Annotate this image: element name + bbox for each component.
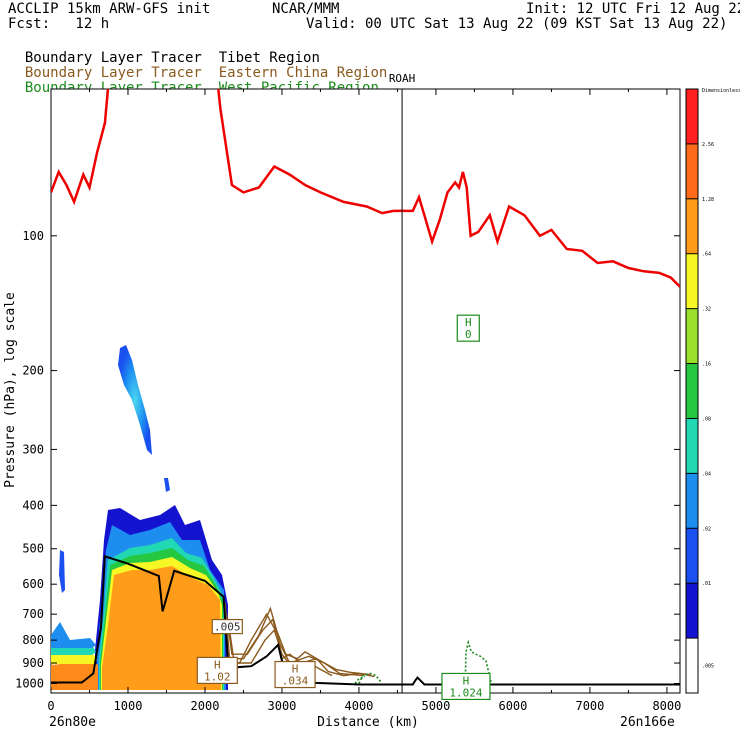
tibet-tracer-orange bbox=[102, 566, 221, 690]
colorbar-tick-label: .32 bbox=[702, 307, 711, 313]
legend-eastern-china-region: Eastern China Region bbox=[218, 65, 388, 81]
terrain-line bbox=[51, 555, 680, 686]
colorbar-tick-label: .04 bbox=[702, 471, 711, 477]
init-time: Init: 12 UTC Fri 12 Aug 22 bbox=[526, 1, 740, 17]
producer-label: NCAR/MMM bbox=[272, 1, 340, 17]
x-endpoint-left: 26n80e bbox=[49, 715, 96, 730]
legend-eastern-china-prefix: Boundary Layer Tracer bbox=[24, 65, 202, 81]
x-tick-label: 2000 bbox=[191, 699, 220, 713]
h-label-value: 0 bbox=[465, 328, 472, 341]
valid-time: Valid: 00 UTC Sat 13 Aug 22 (09 KST Sat … bbox=[306, 16, 728, 32]
y-tick-label: 500 bbox=[22, 542, 44, 556]
h-label: H0 bbox=[456, 314, 480, 342]
colorbar-tick-label: .02 bbox=[702, 526, 711, 532]
colorbar-swatch bbox=[686, 308, 698, 364]
eastern-china-contour bbox=[225, 614, 363, 677]
h-label-box bbox=[456, 314, 480, 342]
forecast-hour: Fcst: 12 h bbox=[8, 16, 110, 32]
contour-label-box bbox=[211, 618, 243, 635]
colorbar-tick-label: .64 bbox=[702, 252, 711, 258]
contour-label-text: .005 bbox=[214, 621, 241, 634]
tropopause-line bbox=[51, 89, 680, 288]
colorbar: Dimensionless 2.56 1.28 .64 .32 .16 .08 .04 .02.… bbox=[685, 88, 740, 694]
tibet-tracer-left-blob bbox=[59, 550, 65, 593]
h-label-letter: H bbox=[214, 658, 221, 671]
x-tick-label: 7000 bbox=[575, 699, 604, 713]
legend-eastern-china: Boundary Layer Tracer Eastern China Regi… bbox=[8, 51, 387, 81]
colorbar-swatch bbox=[686, 198, 698, 254]
y-tick-label: 200 bbox=[22, 364, 44, 378]
h-label-value: .034 bbox=[282, 675, 309, 688]
h-label-letter: H bbox=[463, 674, 470, 687]
h-label: H.034 bbox=[274, 660, 316, 689]
colorbar-swatch bbox=[686, 363, 698, 419]
x-axis-label: Distance (km) bbox=[317, 715, 419, 730]
tibet-tracer-lowlevel-blue bbox=[51, 622, 96, 648]
h-label-box bbox=[274, 660, 316, 689]
x-tick-label: 1000 bbox=[114, 699, 143, 713]
x-tick-label: 8000 bbox=[652, 699, 681, 713]
y-tick-label: 900 bbox=[22, 656, 44, 670]
x-tick-label: 0 bbox=[47, 699, 54, 713]
h-label-box bbox=[441, 672, 491, 701]
legend-tibet: Boundary Layer Tracer Tibet Region bbox=[8, 36, 320, 66]
init-model-title: ACCLIP 15km ARW-GFS init bbox=[8, 1, 211, 17]
h-label-letter: H bbox=[292, 663, 299, 676]
colorbar-swatch bbox=[686, 528, 698, 584]
y-tick-label: 400 bbox=[22, 498, 44, 512]
colorbar-swatch bbox=[686, 583, 698, 639]
colorbar-tick-label: .16 bbox=[702, 362, 711, 368]
legend-tibet-region: Tibet Region bbox=[218, 50, 320, 66]
colorbar-tick-label: 2.56 bbox=[702, 142, 714, 148]
h-label-letter: H bbox=[465, 316, 472, 329]
colorbar-swatch bbox=[686, 253, 698, 309]
tibet-tracer-upper-plume bbox=[118, 345, 152, 455]
colorbar-tick-label: .005 bbox=[702, 664, 714, 670]
tibet-tracer-speck bbox=[164, 478, 170, 492]
legend-tibet-prefix: Boundary Layer Tracer bbox=[24, 50, 202, 66]
x-tick-label: 6000 bbox=[498, 699, 527, 713]
colorbar-swatch bbox=[686, 638, 698, 693]
colorbar-tick-label: 1.28 bbox=[702, 197, 714, 203]
y-tick-label: 800 bbox=[22, 633, 44, 647]
x-tick-label: 5000 bbox=[421, 699, 450, 713]
colorbar-swatch bbox=[686, 473, 698, 529]
h-label-box bbox=[196, 656, 238, 685]
x-endpoint-right: 26n166e bbox=[620, 715, 675, 730]
y-tick-label: 300 bbox=[22, 442, 44, 456]
x-tick-label: 3000 bbox=[268, 699, 297, 713]
contour-label: .005 bbox=[211, 618, 243, 635]
axes: 0 1000 2000 3000 4000 5000 6000 7000 80001002003… bbox=[15, 89, 681, 713]
y-tick-label: 600 bbox=[22, 577, 44, 591]
h-label: H1.024 bbox=[441, 672, 491, 701]
roah-marker-label: ROAH bbox=[389, 72, 416, 85]
colorbar-swatch bbox=[686, 89, 698, 144]
colorbar-tick-label: .01 bbox=[702, 581, 711, 587]
colorbar-tick-label: .08 bbox=[702, 416, 711, 422]
x-tick-label: 4000 bbox=[345, 699, 374, 713]
colorbar-swatch bbox=[686, 418, 698, 474]
h-label-value: 1.024 bbox=[449, 686, 482, 699]
y-tick-label: 1000 bbox=[15, 677, 44, 691]
y-tick-label: 700 bbox=[22, 607, 44, 621]
h-label-value: 1.02 bbox=[204, 670, 231, 683]
colorbar-tick-label: Dimensionless bbox=[702, 88, 740, 94]
y-tick-label: 100 bbox=[22, 229, 44, 243]
colorbar-frame bbox=[685, 88, 699, 694]
h-label: H1.02 bbox=[196, 656, 238, 685]
y-axis-label: Pressure (hPa), log scale bbox=[3, 292, 18, 488]
west-pacific-contour bbox=[464, 639, 493, 684]
series-layer bbox=[51, 89, 680, 686]
colorbar-swatch bbox=[686, 143, 698, 199]
